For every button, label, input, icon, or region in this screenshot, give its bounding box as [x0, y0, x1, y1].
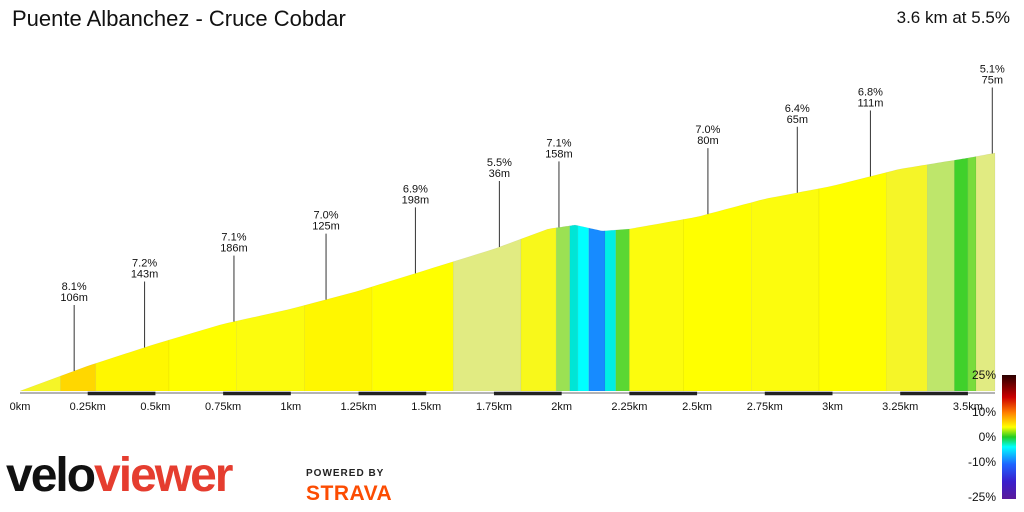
legend-label: 10% — [972, 405, 996, 419]
grade-segment — [926, 159, 955, 392]
strava-logo: STRAVA — [306, 482, 393, 505]
grade-segment — [520, 227, 557, 392]
x-tick-label: 0.5km — [140, 401, 170, 413]
grade-segment — [615, 228, 630, 392]
logo-viewer: viewer — [94, 449, 233, 502]
annotation-length: 80m — [697, 135, 718, 147]
annotation-grade: 5.5% — [487, 157, 512, 169]
x-tick-label: 0.25km — [70, 401, 106, 413]
x-tick-label: 0km — [10, 401, 31, 413]
grade-segment — [236, 305, 305, 392]
annotation-grade: 8.1% — [62, 281, 87, 293]
x-tick-label: 2.75km — [747, 401, 783, 413]
grade-legend: 25% 10% 0% -10% -25% — [968, 368, 1016, 504]
climb-summary: 3.6 km at 5.5% — [896, 8, 1010, 27]
grade-segment — [555, 225, 571, 392]
annotation-length: 198m — [402, 194, 430, 206]
annotation-grade: 7.0% — [314, 210, 339, 222]
grade-segment — [886, 164, 928, 392]
annotation-grade: 7.1% — [221, 232, 246, 244]
grade-segment — [818, 172, 888, 392]
grade-segment — [975, 152, 996, 392]
powered-by-label: POWERED BY — [306, 468, 385, 479]
x-tick-label: 1.5km — [411, 401, 441, 413]
x-tick-label: 3.5km — [953, 401, 983, 413]
logo-velo: velo — [6, 449, 96, 502]
x-tick-label: 1.25km — [340, 401, 376, 413]
annotation-length: 158m — [545, 148, 573, 160]
grade-segment — [304, 286, 373, 392]
annotation-length: 111m — [857, 97, 883, 109]
grade-legend-bar — [1002, 375, 1016, 499]
grade-segment — [452, 238, 522, 392]
grade-segment — [604, 229, 617, 392]
annotation-length: 125m — [312, 221, 340, 233]
grade-segment — [629, 219, 684, 392]
annotation-length: 75m — [982, 75, 1003, 87]
annotation-grade: 6.9% — [403, 183, 428, 195]
x-tick-label: 3km — [822, 401, 843, 413]
grade-segment — [95, 339, 170, 392]
annotation-grade: 6.8% — [858, 86, 883, 98]
annotation-grade: 5.1% — [980, 64, 1005, 76]
x-tick-label: 2km — [551, 401, 572, 413]
annotation-length: 186m — [220, 243, 248, 255]
grade-segment — [588, 227, 606, 392]
grade-segment — [967, 156, 977, 392]
legend-label: -10% — [968, 455, 996, 469]
road-baseline — [20, 391, 995, 396]
grade-segment — [954, 157, 969, 392]
grade-segment — [683, 202, 752, 392]
annotation-length: 36m — [489, 168, 510, 180]
grade-segment — [569, 224, 579, 392]
annotation-grade: 6.4% — [785, 103, 810, 115]
x-tick-label: 1km — [280, 401, 301, 413]
annotation-length: 65m — [787, 114, 808, 126]
chart-title: Puente Albanchez - Cruce Cobdar — [12, 6, 346, 31]
segment-annotations: 8.1%106m7.2%143m7.1%186m7.0%125m6.9%198m… — [60, 64, 1005, 371]
annotation-grade: 7.1% — [546, 137, 571, 149]
annotation-length: 106m — [60, 292, 88, 304]
grade-segment — [168, 320, 237, 392]
annotation-grade: 7.0% — [695, 124, 720, 136]
x-tick-label: 1.75km — [476, 401, 512, 413]
annotation-grade: 7.2% — [132, 258, 157, 270]
x-tick-label: 3.25km — [882, 401, 918, 413]
grade-segment — [577, 225, 590, 392]
x-tick-label: 2.5km — [682, 401, 712, 413]
x-axis-ticks: 0km 0.25km 0.5km 0.75km 1km 1.25km 1.5km 1.75km… — [10, 401, 983, 413]
grade-segment — [750, 188, 820, 392]
annotation-length: 143m — [131, 269, 159, 281]
veloviewer-logo: veloviewer — [6, 449, 233, 502]
grade-segment — [60, 362, 97, 392]
legend-label: -25% — [968, 490, 996, 504]
x-tick-label: 2.25km — [611, 401, 647, 413]
grade-segment — [371, 261, 454, 392]
legend-label: 25% — [972, 368, 996, 382]
grade-segments — [19, 152, 996, 392]
x-tick-label: 0.75km — [205, 401, 241, 413]
legend-label: 0% — [979, 430, 997, 444]
grade-segment — [19, 375, 61, 392]
